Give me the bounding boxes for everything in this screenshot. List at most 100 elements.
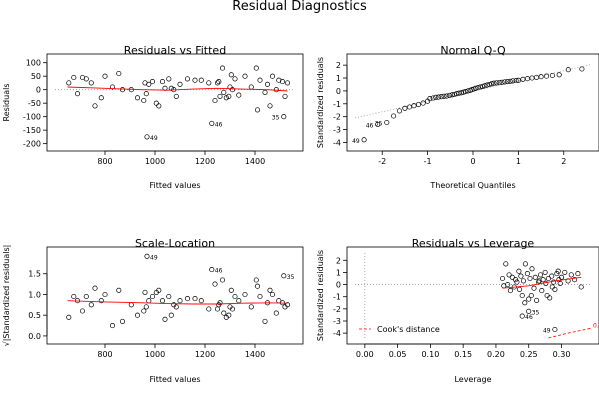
data-point <box>146 298 152 304</box>
data-point <box>542 269 548 275</box>
y-tick-label: -1 <box>333 100 341 109</box>
data-point <box>529 75 535 81</box>
data-point <box>221 310 227 316</box>
data-point <box>477 84 483 90</box>
x-tick-label: 1 <box>516 157 521 166</box>
data-point <box>499 275 506 282</box>
data-point <box>513 277 519 283</box>
plot-frame <box>46 246 304 345</box>
y-tick-label: 0.5 <box>28 311 41 320</box>
y-tick-label: 50 <box>31 72 41 81</box>
data-point <box>520 278 527 284</box>
point-label: 35 <box>272 115 280 122</box>
data-point <box>184 76 191 82</box>
data-point <box>88 302 94 308</box>
x-axis-label: Theoretical Quantiles <box>429 181 515 190</box>
y-tick-label: -50 <box>28 99 41 108</box>
data-point <box>142 289 148 295</box>
point-label: 49 <box>150 135 158 142</box>
data-point <box>214 80 221 86</box>
data-point <box>156 287 162 293</box>
data-point <box>547 295 553 301</box>
y-tick-label: 1.5 <box>28 270 41 279</box>
point-label: 35 <box>287 274 295 281</box>
x-tick-label: -1 <box>424 157 432 166</box>
data-point <box>496 79 502 86</box>
x-tick-label: 0 <box>470 157 475 166</box>
y-tick-label: 0 <box>36 86 41 95</box>
data-point <box>519 313 525 319</box>
data-point <box>549 72 555 79</box>
data-point <box>262 89 268 95</box>
data-point <box>134 312 141 318</box>
y-tick-label: 0 <box>336 281 341 290</box>
data-point <box>102 73 108 79</box>
data-point <box>92 103 98 109</box>
data-point <box>524 271 530 277</box>
panel-scale-location: Scale-Location 49 46 35 800 1000 1200 1400 0.0 0.… <box>2 237 304 384</box>
data-point <box>522 261 528 267</box>
y-tick-label: -4 <box>333 329 341 338</box>
data-point <box>198 298 204 304</box>
data-point <box>134 95 141 101</box>
data-point <box>449 92 455 98</box>
data-point <box>441 93 447 99</box>
data-point <box>489 81 495 87</box>
data-point <box>226 312 232 318</box>
point-label: 46 <box>366 122 374 129</box>
data-point <box>555 268 561 274</box>
data-point <box>248 304 254 310</box>
data-point <box>149 79 156 85</box>
y-tick-label: 100 <box>26 59 41 68</box>
data-point <box>229 306 236 312</box>
data-point <box>579 66 585 72</box>
data-point <box>549 284 555 290</box>
data-point <box>253 277 259 283</box>
data-point <box>66 314 72 320</box>
data-point <box>184 296 191 302</box>
x-tick-label: 0.05 <box>389 350 407 359</box>
x-axis-label: Fitted values <box>149 181 200 190</box>
data-point <box>528 292 534 299</box>
data-point <box>494 80 500 86</box>
data-point <box>79 308 86 314</box>
data-point <box>228 72 234 78</box>
data-point <box>420 100 426 106</box>
data-point <box>533 74 540 80</box>
x-tick-label: 0.25 <box>520 350 538 359</box>
data-point <box>212 97 218 104</box>
data-point <box>281 114 287 120</box>
data-point <box>510 78 516 84</box>
data-point <box>173 304 179 310</box>
data-point <box>526 296 532 302</box>
data-point <box>281 273 287 279</box>
data-point <box>524 76 531 82</box>
data-point <box>479 83 486 89</box>
data-point <box>282 93 288 99</box>
data-point <box>396 108 403 114</box>
plot-frame <box>346 53 599 152</box>
x-tick-label: 1400 <box>245 350 265 359</box>
x-tick-label: 2 <box>561 157 566 166</box>
data-point <box>456 90 462 96</box>
point-label: 46 <box>215 268 223 275</box>
point-label: 49 <box>352 138 360 145</box>
data-point <box>505 282 511 288</box>
data-point <box>538 74 544 80</box>
data-point <box>522 300 528 306</box>
data-point <box>482 83 488 89</box>
data-point <box>499 79 505 85</box>
data-point <box>438 94 444 100</box>
y-tick-label: 0 <box>336 87 341 96</box>
data-point <box>411 103 417 109</box>
x-tick-label: 0.10 <box>421 350 439 359</box>
data-point <box>475 85 481 91</box>
y-axis-label: Standardized residuals <box>316 250 325 341</box>
data-point <box>254 107 261 113</box>
data-point <box>149 293 156 300</box>
x-tick-label: 1200 <box>195 350 215 359</box>
data-point <box>119 87 126 93</box>
data-point <box>531 285 537 291</box>
data-point <box>206 80 212 86</box>
